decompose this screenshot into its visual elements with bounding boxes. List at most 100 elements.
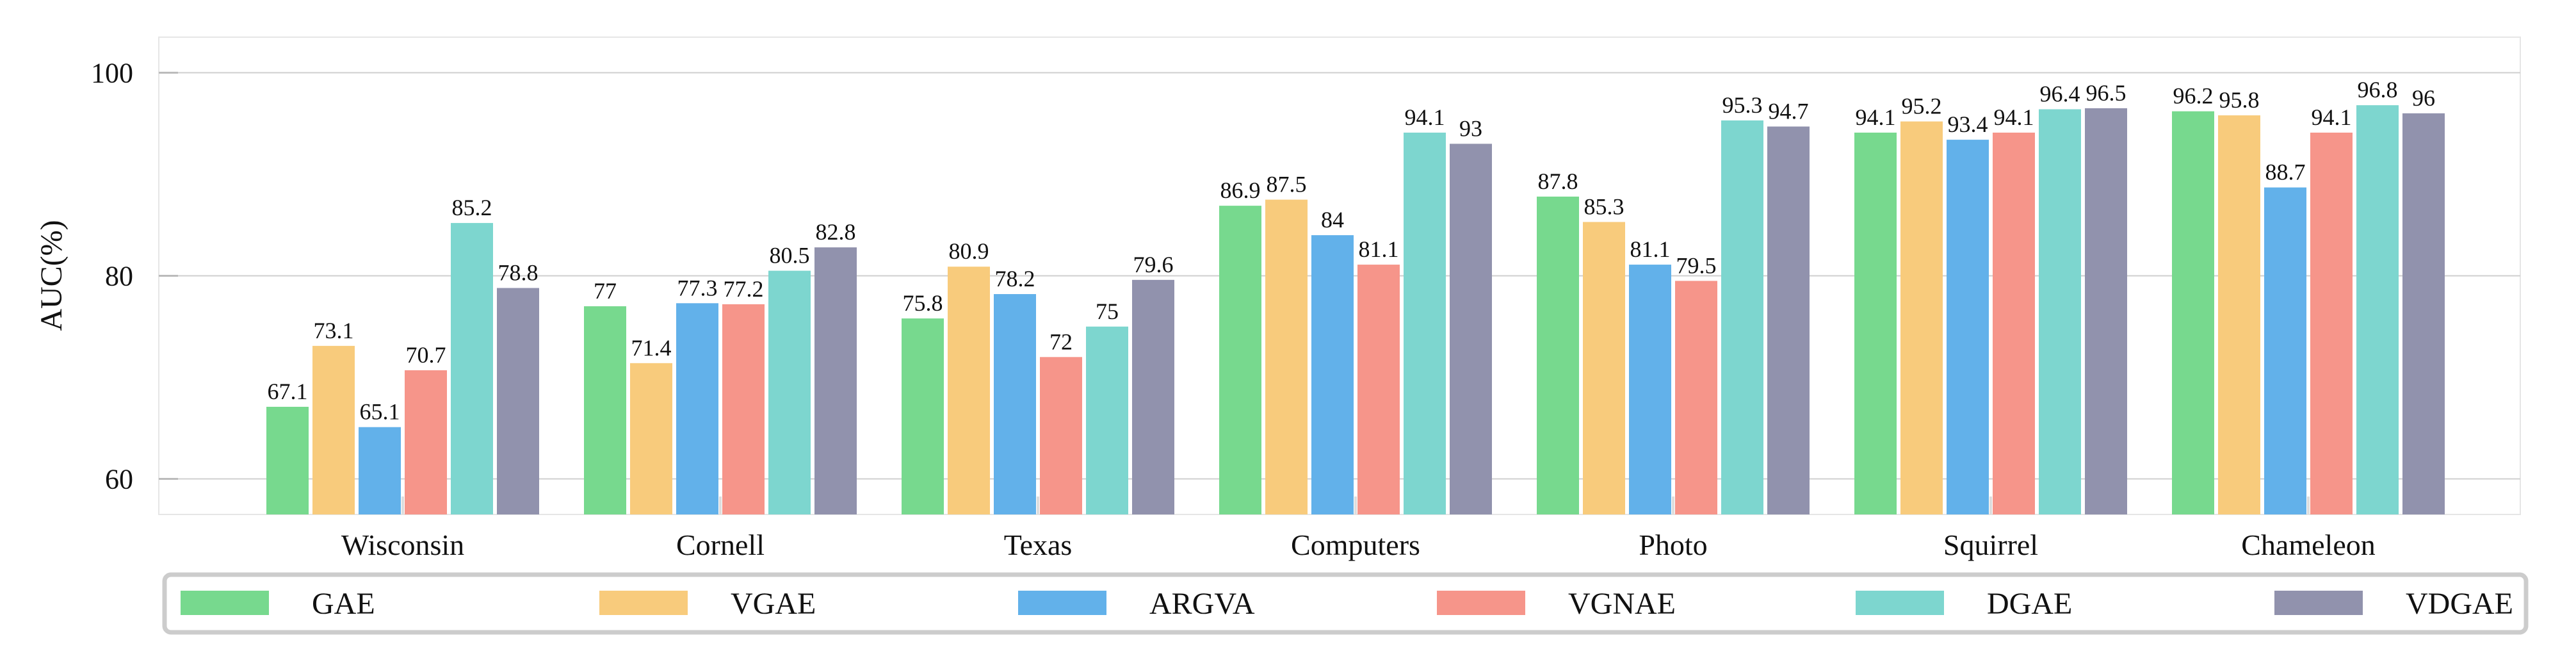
value-label-vdgae-computers: 93 (1459, 115, 1482, 141)
category-labels: Wisconsin Cornell Texas Computers Photo Squir… (341, 497, 2376, 561)
legend-swatch-dgae (1856, 591, 1944, 615)
value-label-vgae-texas: 80.9 (949, 238, 989, 264)
bar-argva-computers (1311, 235, 1354, 514)
value-label-argva-squirrel: 93.4 (1948, 111, 1988, 137)
bar-gae-chameleon (2172, 111, 2214, 514)
bar-argva-squirrel (1947, 140, 1989, 514)
bar-vdgae-squirrel (2085, 108, 2127, 514)
value-label-vdgae-cornell: 82.8 (816, 219, 856, 245)
value-label-vdgae-photo: 94.7 (1769, 98, 1809, 124)
value-label-argva-photo: 81.1 (1630, 236, 1671, 262)
value-label-dgae-wisconsin: 85.2 (452, 195, 492, 220)
x-tick-label-cornell: Cornell (676, 529, 765, 561)
bar-vgnae-chameleon (2310, 133, 2353, 514)
bar-vdgae-texas (1132, 279, 1174, 514)
x-tick-label-computers: Computers (1291, 529, 1420, 561)
value-label-dgae-chameleon: 96.8 (2358, 77, 2398, 103)
x-tick-label-texas: Texas (1004, 529, 1073, 561)
legend-swatch-argva (1018, 591, 1106, 615)
y-axis-ticks: 60 80 100 (91, 57, 178, 495)
y-axis-title: AUC(%) (35, 220, 69, 331)
bar-dgae-computers (1404, 133, 1446, 514)
bar-vgnae-squirrel (1993, 133, 2035, 514)
value-label-vgae-squirrel: 95.2 (1902, 94, 1942, 119)
value-label-dgae-photo: 95.3 (1722, 92, 1763, 118)
legend-label-vgae: VGAE (731, 587, 816, 621)
bar-dgae-texas (1086, 326, 1128, 514)
bar-argva-chameleon (2264, 187, 2306, 514)
value-label-gae-squirrel: 94.1 (1856, 104, 1896, 130)
bar-dgae-chameleon (2356, 105, 2399, 514)
value-label-argva-wisconsin: 65.1 (360, 399, 400, 425)
bar-gae-photo (1537, 196, 1579, 514)
bar-vgnae-texas (1040, 357, 1082, 514)
y-tick-label-100: 100 (91, 57, 133, 88)
value-label-vgnae-chameleon: 94.1 (2312, 104, 2352, 130)
bar-vdgae-chameleon (2402, 113, 2445, 514)
bar-vdgae-computers (1450, 144, 1492, 515)
value-label-dgae-texas: 75 (1096, 299, 1119, 324)
value-label-argva-cornell: 77.3 (677, 275, 718, 300)
value-label-gae-wisconsin: 67.1 (268, 379, 308, 404)
bar-gae-wisconsin (266, 406, 309, 514)
bar-vgae-computers (1265, 199, 1308, 514)
x-tick-label-chameleon: Chameleon (2241, 529, 2376, 561)
bar-argva-texas (994, 294, 1036, 514)
value-label-gae-cornell: 77 (594, 278, 617, 304)
legend-label-argva: ARGVA (1149, 587, 1255, 621)
legend-label-vdgae: VDGAE (2406, 587, 2513, 621)
bar-argva-cornell (676, 303, 718, 514)
value-label-argva-texas: 78.2 (995, 266, 1035, 291)
bar-vgae-photo (1583, 222, 1625, 514)
bar-gae-cornell (584, 306, 626, 514)
legend-swatch-vgnae (1437, 591, 1525, 615)
bar-vdgae-photo (1767, 126, 1810, 514)
value-label-vgnae-cornell: 77.2 (724, 276, 764, 302)
bar-dgae-cornell (768, 270, 811, 514)
value-label-dgae-squirrel: 96.4 (2040, 81, 2080, 107)
value-label-dgae-cornell: 80.5 (770, 243, 810, 268)
value-label-vgae-wisconsin: 73.1 (314, 318, 354, 343)
legend: GAE VGAE ARGVA VGNAE DGAE VDGAE (181, 587, 2513, 621)
value-label-vgnae-squirrel: 94.1 (1994, 104, 2034, 130)
value-label-vdgae-squirrel: 96.5 (2086, 80, 2126, 106)
bar-vgae-texas (948, 267, 990, 514)
bar-vdgae-wisconsin (497, 288, 539, 514)
value-label-vdgae-wisconsin: 78.8 (498, 260, 539, 286)
value-label-vgnae-computers: 81.1 (1359, 236, 1399, 262)
value-label-dgae-computers: 94.1 (1405, 104, 1445, 130)
value-label-vdgae-chameleon: 96 (2412, 85, 2435, 111)
bar-gae-squirrel (1854, 133, 1897, 514)
legend-label-dgae: DGAE (1987, 587, 2072, 621)
value-label-vgae-cornell: 71.4 (631, 335, 672, 361)
value-label-vgae-computers: 87.5 (1267, 172, 1307, 197)
legend-label-vgnae: VGNAE (1568, 587, 1676, 621)
bar-gae-texas (902, 318, 944, 514)
bar-vgnae-photo (1675, 281, 1717, 514)
value-label-argva-chameleon: 88.7 (2265, 160, 2306, 185)
legend-swatch-vdgae (2274, 591, 2363, 615)
x-tick-label-squirrel: Squirrel (1943, 529, 2038, 561)
legend-swatch-vgae (599, 591, 688, 615)
value-label-vgae-chameleon: 95.8 (2219, 87, 2260, 113)
bar-dgae-photo (1721, 120, 1763, 514)
value-label-vgnae-texas: 72 (1049, 329, 1073, 354)
bar-vgnae-cornell (722, 304, 765, 514)
bar-vgnae-computers (1357, 265, 1400, 514)
value-label-gae-photo: 87.8 (1538, 168, 1578, 194)
bar-dgae-squirrel (2039, 109, 2081, 515)
bar-vgae-squirrel (1900, 121, 1943, 514)
x-tick-label-wisconsin: Wisconsin (341, 529, 464, 561)
bar-vgae-chameleon (2218, 115, 2260, 514)
legend-box (162, 572, 2529, 635)
y-tick-label-60: 60 (105, 464, 133, 495)
value-label-vgnae-wisconsin: 70.7 (406, 342, 446, 368)
value-label-vdgae-texas: 79.6 (1133, 252, 1174, 277)
bar-gae-computers (1219, 206, 1261, 514)
bar-vdgae-cornell (814, 247, 857, 514)
bars (266, 105, 2445, 515)
legend-label-gae: GAE (312, 587, 375, 621)
value-label-gae-computers: 86.9 (1220, 177, 1261, 203)
